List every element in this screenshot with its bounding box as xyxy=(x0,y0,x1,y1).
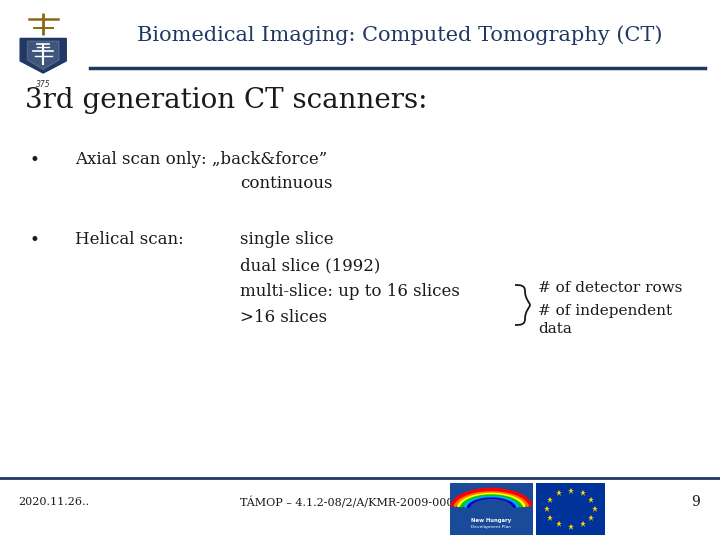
Text: Biomedical Imaging: Computed Tomography (CT): Biomedical Imaging: Computed Tomography … xyxy=(138,25,662,45)
Text: # of detector rows: # of detector rows xyxy=(538,281,683,295)
Text: New Hungary: New Hungary xyxy=(472,518,511,523)
Text: dual slice (1992): dual slice (1992) xyxy=(240,258,380,274)
Polygon shape xyxy=(27,41,59,70)
Text: single slice: single slice xyxy=(240,232,333,248)
Text: 3rd generation CT scanners:: 3rd generation CT scanners: xyxy=(25,86,428,113)
Text: 9: 9 xyxy=(691,495,700,509)
Text: Helical scan:: Helical scan: xyxy=(75,232,184,248)
Text: # of independent
data: # of independent data xyxy=(538,305,672,336)
Text: Axial scan only: „back&force”: Axial scan only: „back&force” xyxy=(75,152,328,168)
Text: >16 slices: >16 slices xyxy=(240,309,327,327)
Text: •: • xyxy=(30,231,40,249)
Text: 2020.11.26..: 2020.11.26.. xyxy=(18,497,89,507)
Text: 375: 375 xyxy=(36,80,50,89)
Text: TÁMOP – 4.1.2-08/2/A/KMR-2009-0006: TÁMOP – 4.1.2-08/2/A/KMR-2009-0006 xyxy=(240,496,460,508)
Text: continuous: continuous xyxy=(240,174,333,192)
Text: multi-slice: up to 16 slices: multi-slice: up to 16 slices xyxy=(240,284,460,300)
Polygon shape xyxy=(20,38,66,73)
Text: •: • xyxy=(30,151,40,169)
Text: Development Plan: Development Plan xyxy=(472,525,511,529)
